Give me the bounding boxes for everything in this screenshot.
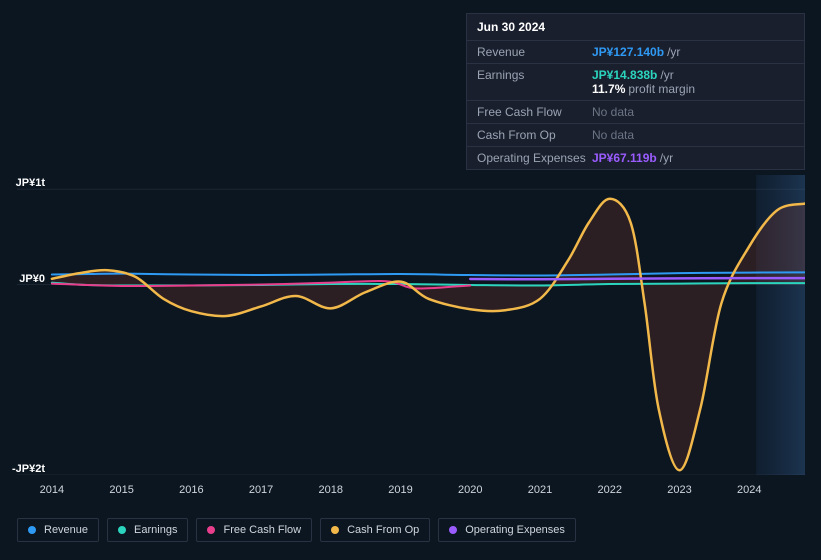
- legend-label: Earnings: [134, 524, 177, 536]
- financials-chart[interactable]: JP¥1tJP¥0-JP¥2t: [17, 160, 805, 480]
- data-tooltip: Jun 30 2024 RevenueJP¥127.140b/yrEarning…: [466, 13, 805, 170]
- legend-label: Revenue: [44, 524, 88, 536]
- x-axis-label: 2014: [40, 484, 64, 496]
- x-axis-label: 2019: [388, 484, 412, 496]
- legend-item-earnings[interactable]: Earnings: [107, 518, 188, 542]
- tooltip-label: Free Cash Flow: [477, 105, 592, 119]
- tooltip-row: RevenueJP¥127.140b/yr: [467, 41, 804, 64]
- legend-label: Operating Expenses: [465, 524, 565, 536]
- tooltip-label: Earnings: [477, 68, 592, 96]
- tooltip-row: Free Cash FlowNo data: [467, 101, 804, 124]
- y-axis-label: JP¥1t: [0, 177, 45, 189]
- legend-swatch: [28, 526, 36, 534]
- tooltip-row: Cash From OpNo data: [467, 124, 804, 147]
- legend-item-cash-from-op[interactable]: Cash From Op: [320, 518, 430, 542]
- tooltip-value: No data: [592, 105, 794, 119]
- x-axis-label: 2020: [458, 484, 482, 496]
- x-axis-label: 2017: [249, 484, 273, 496]
- legend-item-free-cash-flow[interactable]: Free Cash Flow: [196, 518, 312, 542]
- x-axis-label: 2022: [597, 484, 621, 496]
- tooltip-value: JP¥14.838b/yr11.7%profit margin: [592, 68, 794, 96]
- tooltip-label: Revenue: [477, 45, 592, 59]
- legend-swatch: [207, 526, 215, 534]
- x-axis-label: 2021: [528, 484, 552, 496]
- legend-swatch: [331, 526, 339, 534]
- y-axis-label: -JP¥2t: [0, 463, 45, 475]
- tooltip-row: EarningsJP¥14.838b/yr11.7%profit margin: [467, 64, 804, 101]
- legend-swatch: [449, 526, 457, 534]
- y-axis-label: JP¥0: [0, 273, 45, 285]
- x-axis-labels: 2014 2015 2016 2017 2018 2019 2020 2021 2022 2023…: [17, 484, 805, 502]
- legend-label: Free Cash Flow: [223, 524, 301, 536]
- x-axis-label: 2015: [109, 484, 133, 496]
- x-axis-label: 2023: [667, 484, 691, 496]
- tooltip-value: JP¥127.140b/yr: [592, 45, 794, 59]
- x-axis-label: 2016: [179, 484, 203, 496]
- x-axis-label: 2018: [319, 484, 343, 496]
- legend-item-revenue[interactable]: Revenue: [17, 518, 99, 542]
- x-axis-label: 2024: [737, 484, 761, 496]
- legend-label: Cash From Op: [347, 524, 419, 536]
- tooltip-date: Jun 30 2024: [467, 14, 804, 41]
- tooltip-value: No data: [592, 128, 794, 142]
- chart-svg: [17, 175, 805, 475]
- legend-item-operating-expenses[interactable]: Operating Expenses: [438, 518, 576, 542]
- legend-swatch: [118, 526, 126, 534]
- chart-legend: Revenue Earnings Free Cash Flow Cash From O…: [17, 518, 576, 542]
- tooltip-label: Cash From Op: [477, 128, 592, 142]
